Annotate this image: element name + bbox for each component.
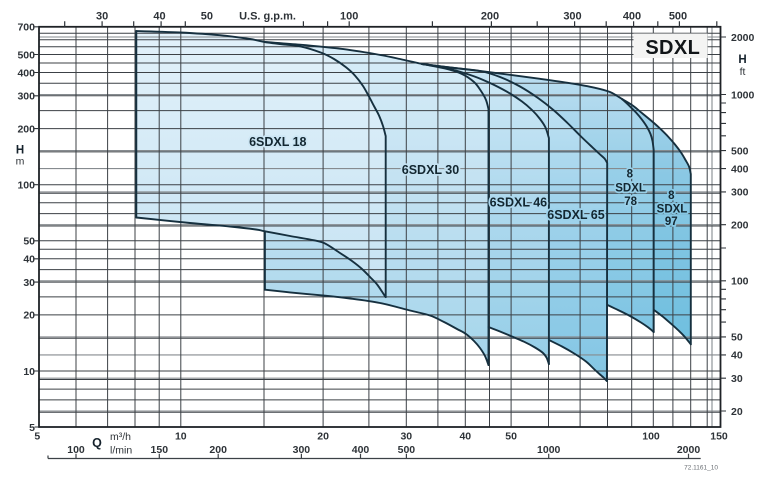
svg-text:200: 200: [481, 11, 499, 23]
svg-text:1000: 1000: [537, 444, 561, 456]
svg-text:1000: 1000: [731, 89, 755, 101]
svg-text:SDXL: SDXL: [657, 204, 688, 216]
svg-text:500: 500: [731, 145, 749, 157]
svg-text:100: 100: [642, 430, 660, 442]
svg-text:400: 400: [352, 444, 370, 456]
svg-text:ft: ft: [740, 66, 746, 78]
svg-text:300: 300: [731, 187, 749, 199]
svg-text:200: 200: [731, 220, 749, 232]
svg-text:100: 100: [67, 444, 85, 456]
svg-text:500: 500: [17, 49, 35, 61]
svg-text:78: 78: [624, 196, 637, 208]
svg-text:400: 400: [731, 163, 749, 175]
svg-text:5: 5: [29, 422, 35, 434]
svg-text:400: 400: [17, 67, 35, 79]
svg-text:l/min: l/min: [110, 445, 132, 457]
svg-text:300: 300: [17, 91, 35, 103]
svg-text:100: 100: [731, 276, 749, 288]
svg-text:U.S. g.p.m.: U.S. g.p.m.: [239, 11, 296, 23]
svg-text:H: H: [738, 54, 746, 66]
svg-text:20: 20: [23, 310, 35, 322]
svg-text:m³/h: m³/h: [110, 431, 131, 443]
svg-text:30: 30: [731, 373, 743, 385]
svg-text:500: 500: [669, 11, 687, 23]
svg-text:10: 10: [23, 366, 35, 378]
svg-text:50: 50: [23, 236, 35, 248]
svg-text:50: 50: [731, 332, 743, 344]
svg-text:6SDXL 65: 6SDXL 65: [547, 208, 604, 222]
svg-text:150: 150: [710, 430, 728, 442]
svg-text:8: 8: [627, 168, 634, 180]
svg-text:H: H: [16, 145, 24, 157]
svg-text:200: 200: [17, 123, 35, 135]
svg-text:6SDXL 30: 6SDXL 30: [402, 163, 459, 177]
svg-text:50: 50: [505, 430, 517, 442]
svg-text:100: 100: [340, 11, 358, 23]
svg-text:5: 5: [34, 430, 40, 442]
svg-text:20: 20: [317, 430, 329, 442]
svg-text:700: 700: [17, 22, 35, 34]
svg-text:30: 30: [400, 430, 412, 442]
svg-text:150: 150: [151, 444, 169, 456]
svg-text:SDXL: SDXL: [645, 37, 700, 59]
svg-text:m: m: [16, 156, 25, 168]
svg-text:72.1161_10: 72.1161_10: [684, 465, 718, 472]
svg-text:500: 500: [398, 444, 416, 456]
svg-text:20: 20: [731, 406, 743, 418]
svg-text:40: 40: [153, 11, 165, 23]
svg-text:Q: Q: [92, 436, 102, 450]
svg-text:2000: 2000: [731, 32, 755, 44]
svg-text:300: 300: [563, 11, 581, 23]
svg-text:6SDXL 18: 6SDXL 18: [249, 135, 306, 149]
svg-text:6SDXL 46: 6SDXL 46: [490, 196, 547, 210]
svg-text:400: 400: [623, 11, 641, 23]
svg-text:SDXL: SDXL: [615, 183, 646, 195]
svg-text:40: 40: [23, 254, 35, 266]
svg-text:100: 100: [17, 180, 35, 192]
svg-text:40: 40: [731, 350, 743, 362]
svg-text:97: 97: [665, 216, 678, 228]
svg-text:10: 10: [175, 430, 187, 442]
svg-text:200: 200: [209, 444, 227, 456]
svg-text:30: 30: [96, 11, 108, 23]
svg-text:50: 50: [201, 11, 213, 23]
svg-text:300: 300: [293, 444, 311, 456]
svg-text:30: 30: [23, 277, 35, 289]
svg-text:8: 8: [668, 190, 675, 202]
svg-text:2000: 2000: [677, 444, 701, 456]
svg-text:40: 40: [459, 430, 471, 442]
